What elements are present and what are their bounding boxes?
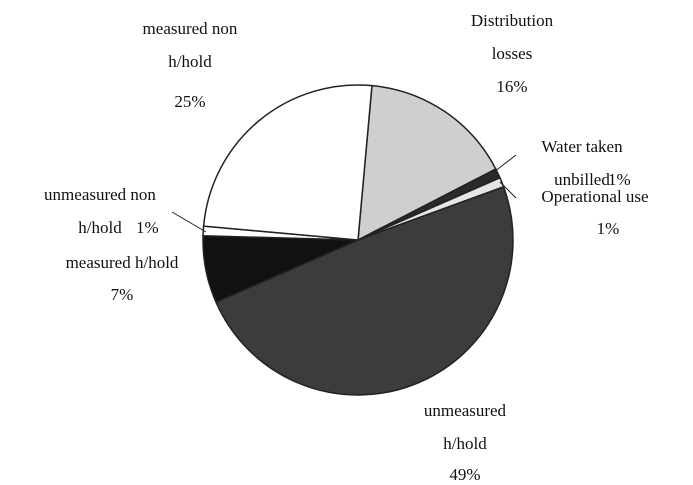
pie-slice <box>202 84 373 241</box>
slice-label: Operational use <box>541 187 648 206</box>
slice-value-label: 1% <box>608 170 631 189</box>
slice-label: Water taken unbilled <box>541 137 623 189</box>
slice-label: measured h/hold <box>66 253 179 272</box>
pie-slice <box>215 185 514 396</box>
pie <box>202 84 514 396</box>
slice-label: measured non h/hold <box>143 19 238 71</box>
slice-value-label: 49% <box>449 465 480 484</box>
leader-line <box>499 181 517 199</box>
leader-line <box>493 154 517 173</box>
slice-label: unmeasured h/hold <box>424 401 507 453</box>
slice-label: unmeasured non h/hold <box>44 185 156 237</box>
slice-value-label: 1% <box>136 218 159 237</box>
slice-label: Distribution losses <box>471 11 554 63</box>
pie-slice <box>357 84 497 242</box>
slice-value-label: 25% <box>174 92 205 111</box>
leader-line <box>171 211 207 233</box>
leader-lines <box>171 154 517 233</box>
slice-value-label: 7% <box>111 285 134 304</box>
slice-value-label: 1% <box>597 219 620 238</box>
slice-value-label: 16% <box>496 77 527 96</box>
